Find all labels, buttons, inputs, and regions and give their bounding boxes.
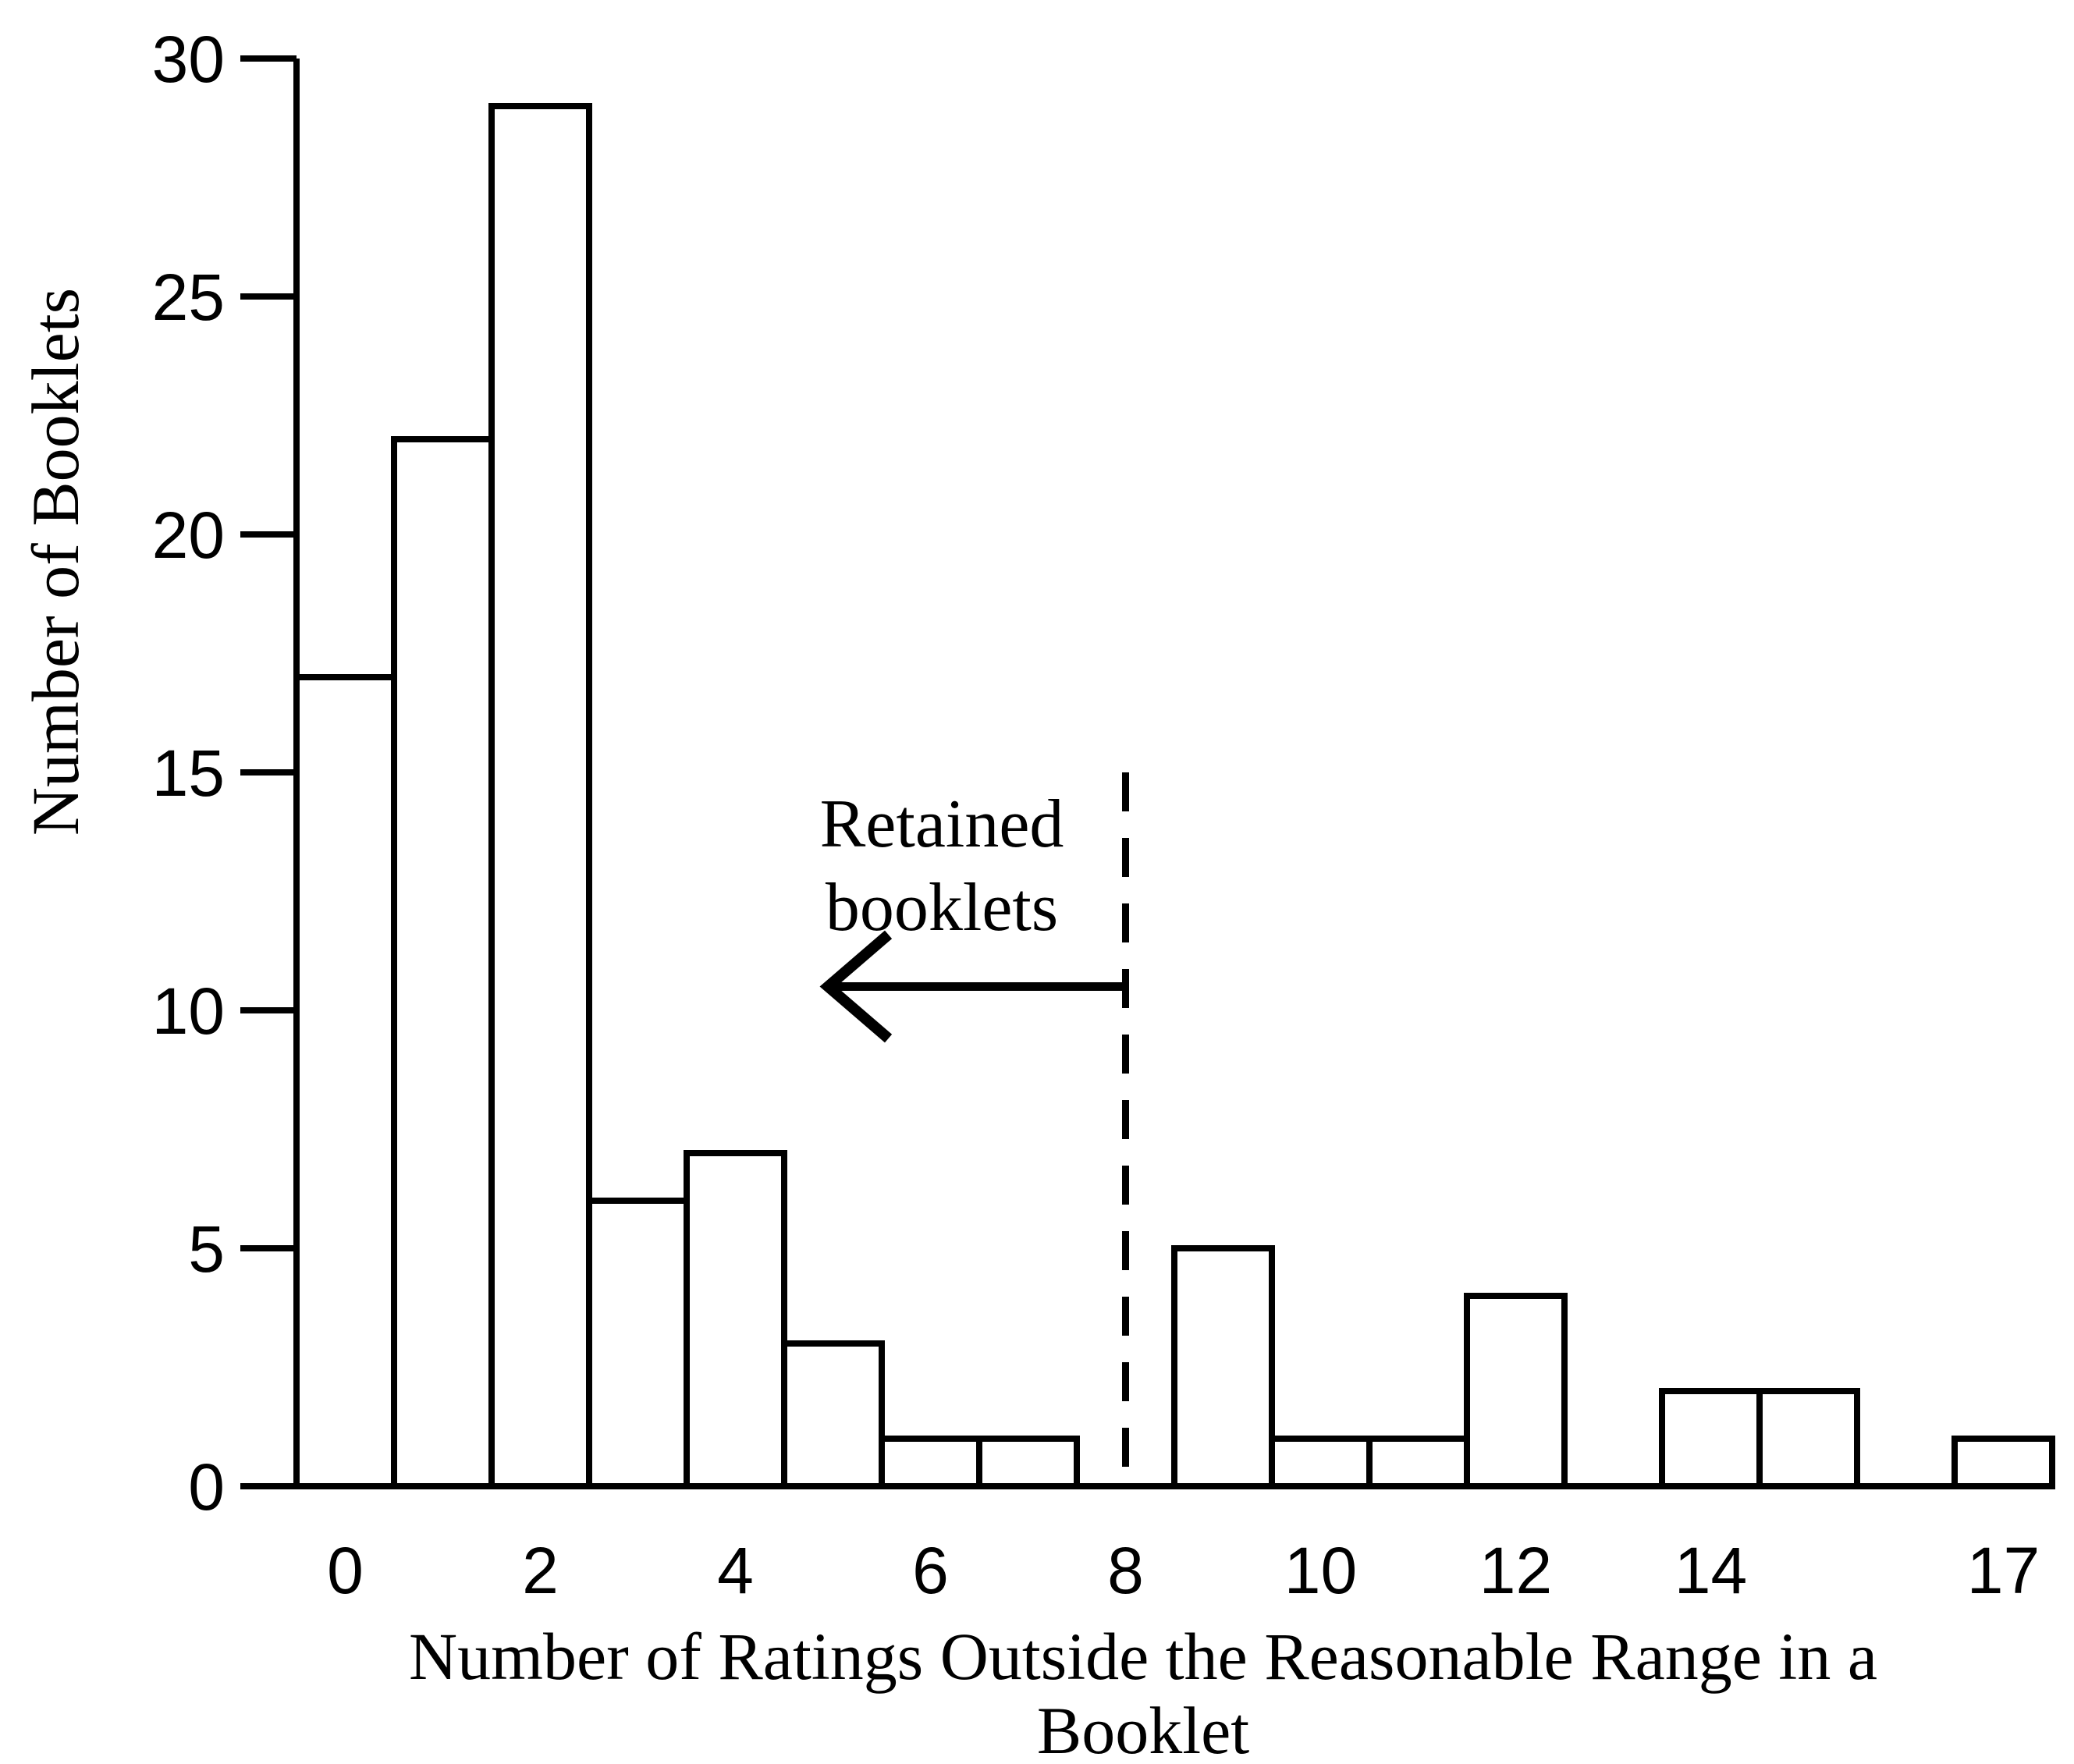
x-tick-label: 2 [522, 1534, 559, 1607]
bars [293, 103, 2055, 1489]
left-arrow [819, 930, 1126, 1043]
x-tick-label: 10 [1284, 1534, 1357, 1607]
x-axis-title-line-2: Booklet [1037, 1693, 1249, 1764]
x-tick-label: 12 [1479, 1534, 1552, 1607]
bar [781, 1340, 885, 1489]
y-axis-ticks [240, 55, 297, 1489]
y-tick-label: 25 [152, 261, 225, 334]
bar [1366, 1436, 1470, 1489]
annotation-line-1: Retained [820, 786, 1064, 862]
bar [1951, 1436, 2055, 1489]
x-tick-label: 6 [912, 1534, 949, 1607]
bar [1659, 1388, 1763, 1489]
bar [879, 1436, 982, 1489]
x-tick-label: 8 [1107, 1534, 1144, 1607]
x-tick-label: 17 [1967, 1534, 2040, 1607]
bar [391, 436, 495, 1489]
y-axis: 0 5 10 15 20 25 30 Number of Booklets [18, 23, 300, 1524]
bar [1464, 1293, 1568, 1489]
x-tick-label: 14 [1674, 1534, 1747, 1607]
bar [293, 674, 397, 1489]
bar [684, 1150, 787, 1489]
bar [1756, 1388, 1860, 1489]
y-tick-label: 15 [152, 736, 225, 810]
left-arrow-head [819, 930, 893, 1043]
y-tick-label: 0 [188, 1450, 225, 1524]
bar [488, 103, 592, 1489]
bar [1171, 1245, 1275, 1489]
x-axis-title-line-1: Number of Ratings Outside the Reasonable… [409, 1619, 1877, 1694]
bar [976, 1436, 1080, 1489]
annotation-line-2: booklets [826, 870, 1058, 946]
y-tick-label: 20 [152, 499, 225, 572]
bar [586, 1198, 690, 1489]
y-tick-label: 30 [152, 23, 225, 96]
y-axis-title: Number of Booklets [18, 288, 93, 836]
y-axis-tick-labels: 0 5 10 15 20 25 30 [152, 23, 225, 1524]
y-tick-label: 5 [188, 1212, 225, 1286]
x-tick-label: 0 [327, 1534, 364, 1607]
x-axis-tick-labels: 0 2 4 6 8 10 12 14 17 [327, 1534, 2040, 1607]
x-axis: 0 2 4 6 8 10 12 14 17 Number of Ratings Outside … [293, 1483, 2052, 1764]
bar [1269, 1436, 1373, 1489]
y-tick-label: 10 [152, 974, 225, 1048]
x-tick-label: 4 [717, 1534, 754, 1607]
retained-annotation: Retained booklets [819, 786, 1126, 1043]
